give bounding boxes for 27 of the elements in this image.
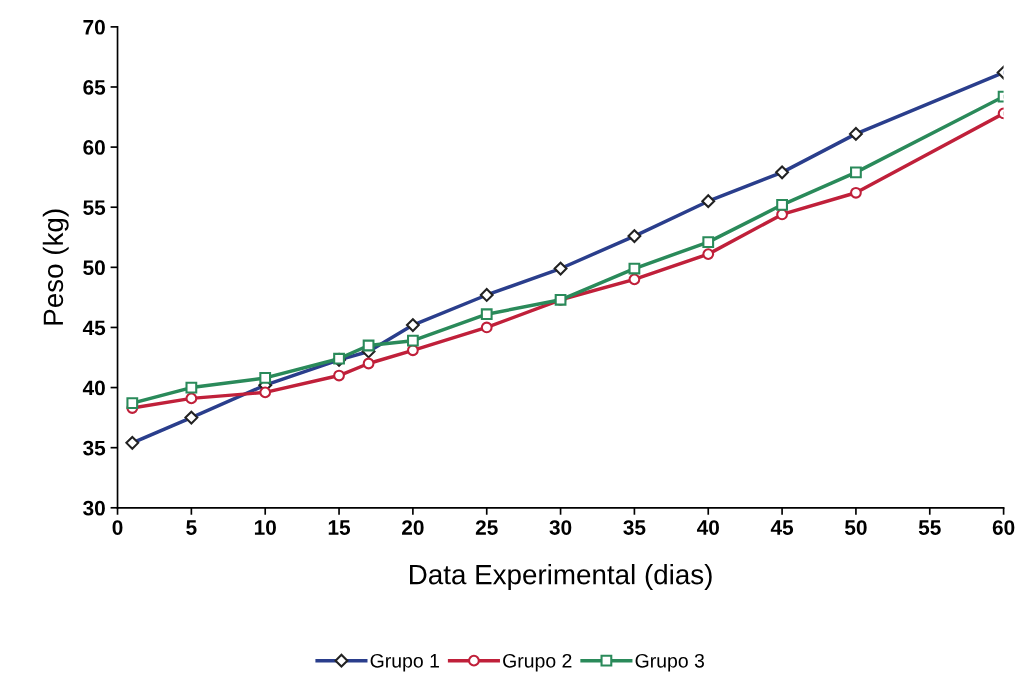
- y-tick-label: 40: [82, 380, 105, 396]
- y-tick-label: 30: [83, 500, 105, 516]
- x-tick-label: 35: [623, 520, 646, 535]
- x-tick-label: 25: [475, 520, 498, 535]
- x-tick-label: 40: [696, 520, 719, 535]
- y-tick-label: 55: [83, 200, 106, 215]
- y-axis-title: Peso (kg): [42, 209, 69, 325]
- legend-label: Grupo 1: [370, 653, 439, 672]
- y-tick-label: 50: [83, 260, 105, 276]
- y-tick-label: 45: [82, 320, 106, 336]
- x-tick-label: 10: [254, 520, 276, 535]
- legend-label: Grupo 2: [503, 653, 572, 672]
- legend-label: Grupo 3: [635, 653, 704, 672]
- y-tick-label: 60: [83, 140, 105, 155]
- x-tick-label: 30: [549, 520, 572, 535]
- x-tick-label: 60: [992, 520, 1015, 535]
- x-tick-label: 0: [112, 520, 123, 535]
- x-tick-label: 50: [844, 520, 867, 535]
- x-tick-label: 15: [328, 520, 351, 535]
- x-axis-title: Data Experimental (dias): [410, 564, 712, 590]
- y-tick-label: 35: [83, 440, 106, 456]
- x-tick-label: 45: [770, 520, 794, 535]
- x-tick-label: 5: [186, 520, 197, 535]
- y-tick-label: 65: [83, 79, 106, 95]
- x-tick-label: 20: [402, 520, 424, 535]
- x-tick-label: 55: [918, 520, 941, 535]
- y-tick-label: 70: [83, 19, 105, 35]
